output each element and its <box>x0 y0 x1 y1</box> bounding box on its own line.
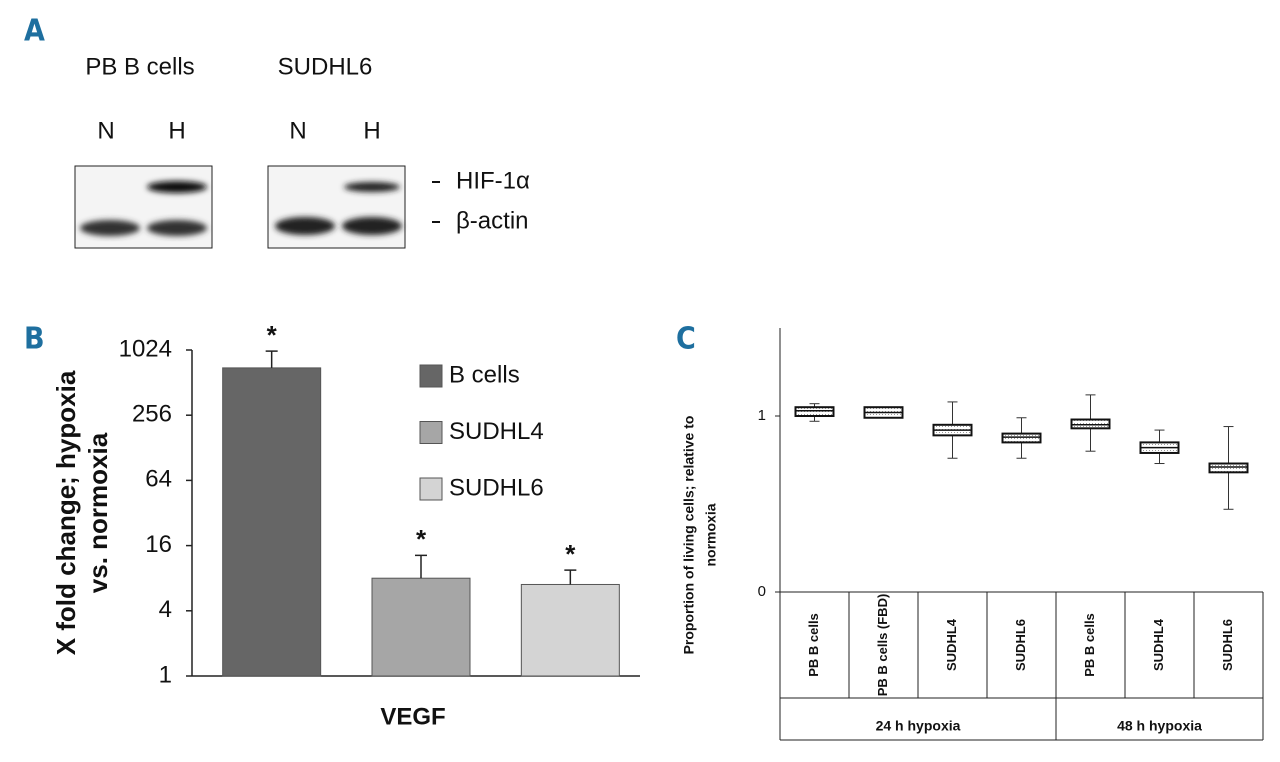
bar <box>371 577 471 677</box>
y-axis-label: Proportion of living cells; relative to <box>681 416 697 655</box>
y-tick-label: 1024 <box>119 335 172 362</box>
legend-swatch <box>419 421 443 444</box>
y-tick-label: 1 <box>159 661 172 688</box>
significance: * <box>565 539 576 569</box>
legend-label: SUDHL4 <box>449 418 544 445</box>
y-tick-label: 0 <box>758 583 766 600</box>
lane-label: H <box>363 117 380 144</box>
significance: * <box>416 524 427 554</box>
band-label: HIF-1α <box>456 167 530 194</box>
y-axis-label: vs. normoxia <box>83 432 113 593</box>
legend-label: SUDHL6 <box>449 474 544 501</box>
box <box>1070 418 1111 430</box>
panel-label: A <box>24 14 45 49</box>
y-axis-label: normoxia <box>703 503 719 566</box>
blot-group: SUDHL6 <box>278 53 373 80</box>
x-tick-label: SUDHL6 <box>1220 619 1235 671</box>
x-tick-label: PB B cells <box>1082 613 1097 677</box>
lane-label: N <box>97 117 114 144</box>
box <box>1001 432 1042 444</box>
blot-bands <box>80 181 402 236</box>
lane-label: N <box>289 117 306 144</box>
panel-label: C <box>676 322 696 357</box>
x-axis-label: VEGF <box>380 703 445 730</box>
y-tick-label: 256 <box>132 401 172 428</box>
y-tick-label: 16 <box>145 531 172 558</box>
legend-label: B cells <box>449 361 520 388</box>
lane-label: H <box>168 117 185 144</box>
blot-frame <box>267 165 406 249</box>
y-tick-label: 1 <box>758 407 766 424</box>
y-tick-label: 64 <box>145 466 172 493</box>
y-tick-label: 4 <box>159 596 172 623</box>
x-tick-label: SUDHL6 <box>1013 619 1028 671</box>
group-label: 24 h hypoxia <box>876 718 961 734</box>
box <box>794 406 835 418</box>
x-tick-label: SUDHL4 <box>1151 618 1166 671</box>
band-label: β-actin <box>456 207 529 234</box>
blot-frame <box>74 165 213 249</box>
x-tick-label: PB B cells <box>806 613 821 677</box>
box <box>1208 462 1249 474</box>
legend-swatch <box>419 364 443 388</box>
legend-swatch <box>419 477 443 501</box>
significance: * <box>267 320 278 350</box>
blot-group: PB B cells <box>85 53 194 80</box>
bar <box>222 367 322 677</box>
panel-label: B <box>24 322 45 357</box>
group-label: 48 h hypoxia <box>1117 718 1202 734</box>
y-axis-label: X fold change; hypoxia <box>51 370 81 655</box>
x-tick-label: SUDHL4 <box>944 618 959 671</box>
bar <box>520 583 620 677</box>
x-tick-label: PB B cells (FBD) <box>875 594 890 697</box>
